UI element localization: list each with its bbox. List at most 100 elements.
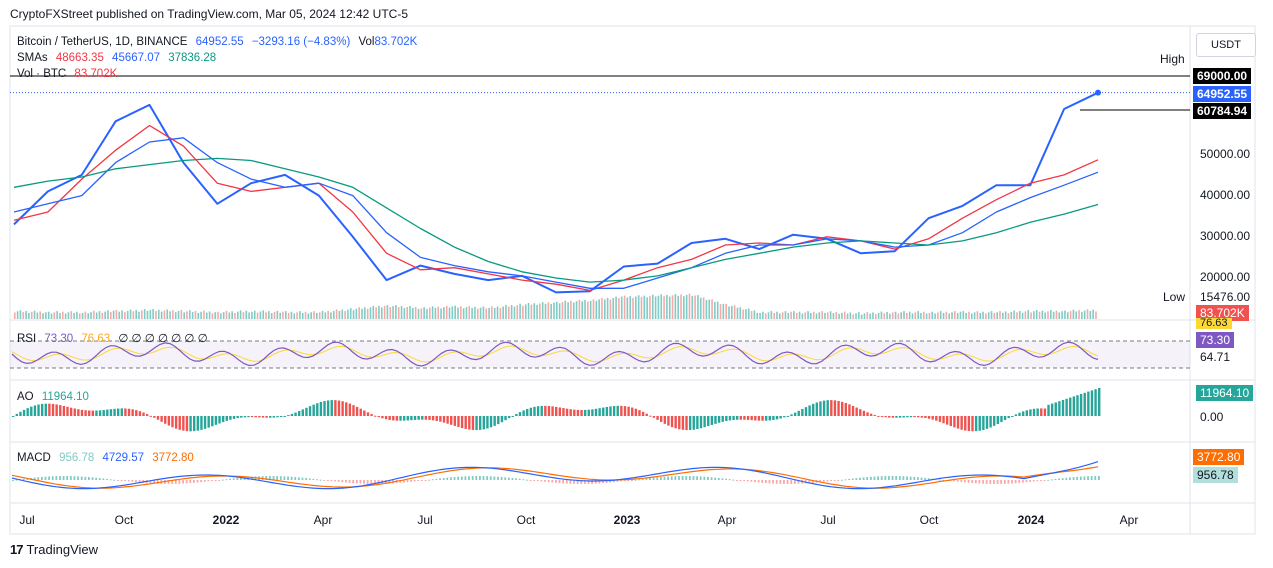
volume-bar (838, 313, 840, 319)
volume-bar (369, 307, 372, 319)
macd-histogram-bar (12, 480, 14, 481)
macd-histogram-bar (717, 477, 720, 480)
ao-bar (591, 409, 594, 416)
ao-bar (790, 414, 793, 416)
ao-bar (754, 416, 757, 421)
ao-bar (95, 410, 98, 416)
macd-histogram-bar (732, 479, 735, 481)
ao-bar (106, 409, 109, 416)
macd-histogram-bar (576, 480, 579, 484)
macd-histogram-bar (337, 480, 340, 482)
ao-bar (938, 416, 942, 422)
volume-bar (536, 304, 538, 319)
ao-bar (265, 416, 268, 418)
volume-bar (28, 312, 30, 319)
macd-histogram-bar (507, 477, 510, 480)
volume-bar (324, 312, 327, 319)
volume-bar (942, 312, 945, 319)
macd-histogram-bar (236, 477, 239, 480)
volume-bar (519, 303, 521, 319)
time-axis-label: 2023 (614, 513, 641, 527)
volume-bar (939, 311, 942, 319)
volume-bar (722, 303, 725, 319)
macd-histogram-bar (917, 477, 919, 480)
macd-histogram-bar (511, 477, 514, 480)
macd-histogram-bar (837, 480, 840, 481)
ao-bar (761, 416, 764, 421)
ao-bar (931, 416, 934, 420)
ao-bar (779, 416, 782, 419)
ao-bar (189, 416, 192, 432)
volume-bar (903, 311, 905, 319)
volume-bar (115, 310, 118, 319)
volume-bar (335, 309, 338, 319)
volume-bar (807, 311, 809, 319)
ao-bar (138, 411, 142, 416)
ao-bar (497, 416, 500, 425)
macd-histogram-bar (808, 480, 811, 484)
level-badge: 60784.94 (1193, 103, 1252, 119)
macd-histogram-bar (1094, 476, 1097, 480)
volume-bar (928, 312, 931, 319)
volume-bar (1069, 311, 1072, 319)
ao-bar (949, 416, 952, 427)
rsi-empty-values: ∅ ∅ ∅ ∅ ∅ ∅ ∅ (118, 333, 208, 345)
ao-bar (725, 416, 728, 422)
volume-bar (818, 312, 821, 319)
macd-histogram-bar (866, 477, 869, 480)
volume-bar (832, 313, 835, 319)
high-value-badge: 69000.00 (1193, 68, 1252, 84)
macd-histogram-bar (88, 477, 90, 480)
macd-histogram-bar (1076, 476, 1079, 480)
volume-bar (14, 312, 16, 319)
volume-bar (601, 297, 603, 319)
volume-bar (61, 311, 64, 319)
volume-bar (417, 308, 420, 319)
macd-histogram-bar (185, 480, 188, 484)
volume-bar (1072, 309, 1075, 319)
macd-histogram-bar (989, 480, 992, 484)
volume-bar (694, 295, 696, 319)
ao-bar (62, 405, 66, 416)
ao-bar (504, 416, 507, 421)
footer-brand[interactable]: 17 TradingView (10, 542, 98, 557)
volume-bar (389, 307, 392, 319)
volume-bar (285, 311, 287, 319)
macd-histogram-bar (728, 479, 731, 481)
ao-bar (374, 415, 377, 417)
macd-hist-value: 956.78 (59, 452, 95, 464)
currency-button[interactable]: USDT (1196, 33, 1256, 57)
macd-histogram-bar (974, 480, 977, 484)
ao-bar (59, 405, 62, 416)
macd-histogram-bar (674, 476, 677, 480)
volume-bar (1064, 310, 1066, 319)
ao-bar (815, 402, 819, 416)
volume-bar (987, 312, 990, 319)
volume-bar (321, 310, 324, 319)
volume-bar (392, 306, 394, 319)
ao-bar (261, 416, 265, 418)
footer-brand-text: TradingView (26, 542, 99, 557)
ao-bar (297, 411, 301, 416)
volume-bar (366, 308, 369, 319)
volume-bar (414, 306, 417, 319)
volume-bar (1041, 310, 1044, 319)
legend-price: 64952.55 (195, 36, 244, 48)
ao-bar (580, 409, 583, 416)
volume-bar (863, 313, 866, 319)
rsi-value1: 73.30 (44, 333, 74, 345)
macd-histogram-bar (80, 476, 83, 480)
volume-bar (976, 311, 979, 319)
volume-bar (609, 299, 612, 319)
ao-bar (594, 408, 598, 416)
ao-bar (355, 406, 359, 416)
volume-bar (496, 306, 499, 319)
ao-bar (1018, 412, 1021, 416)
ao-bar (602, 407, 605, 416)
volume-bar (301, 312, 304, 319)
ao-bar (80, 409, 84, 416)
ao-bar (464, 416, 467, 429)
macd-histogram-bar (573, 480, 575, 484)
volume-bar (702, 297, 705, 319)
